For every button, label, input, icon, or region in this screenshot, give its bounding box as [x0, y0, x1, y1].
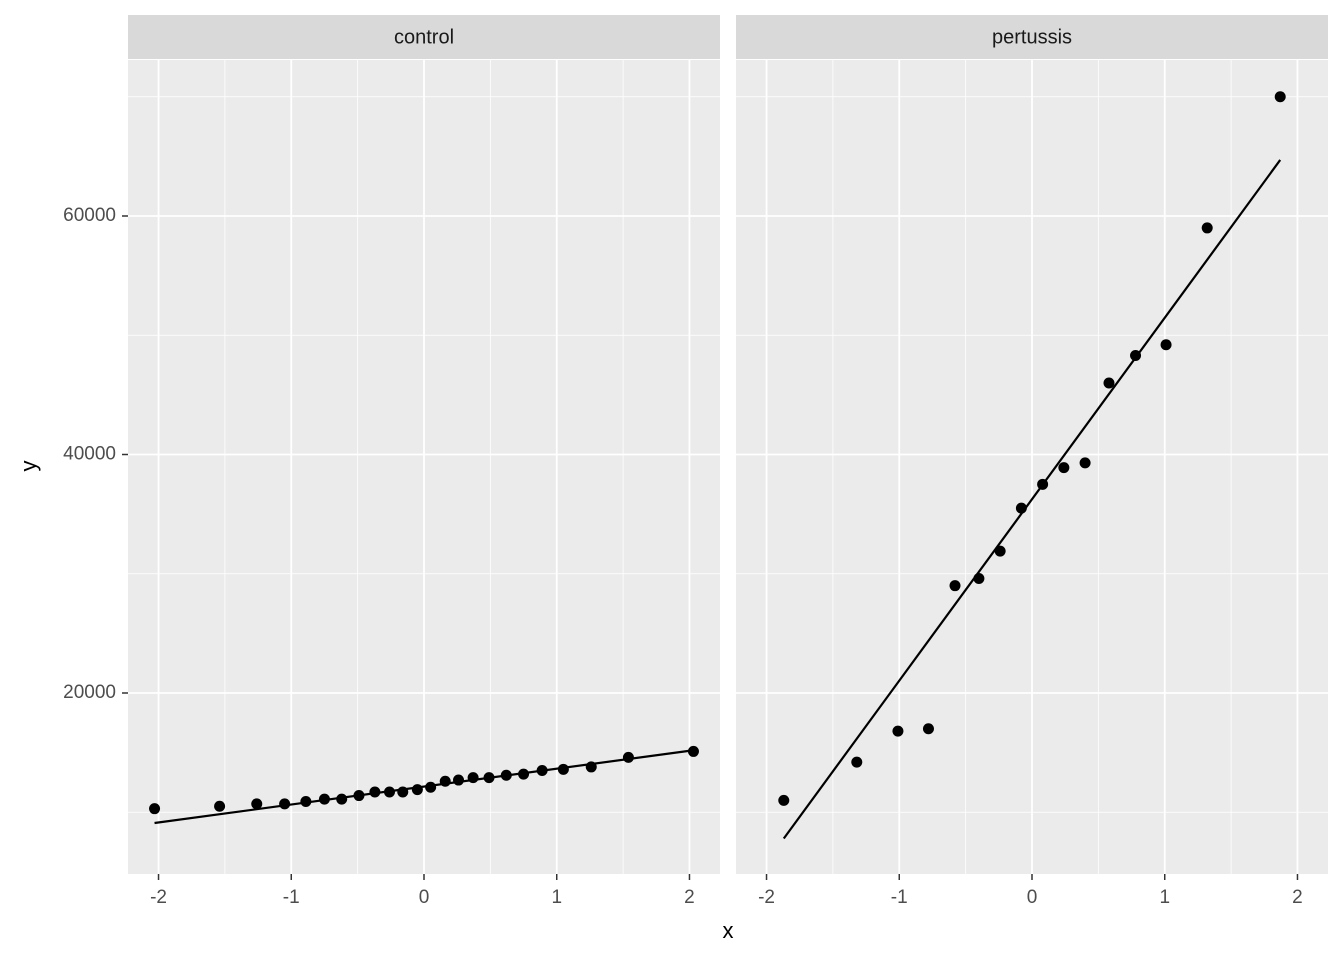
point	[622, 751, 634, 763]
x-tick-label: -1	[283, 887, 300, 908]
point	[251, 798, 263, 810]
x-tick-label: 1	[1159, 887, 1170, 908]
point	[425, 781, 437, 793]
point	[1058, 462, 1070, 474]
x-tick-label: -2	[758, 887, 775, 908]
x-tick-label: 0	[419, 887, 430, 908]
point	[300, 796, 312, 808]
point	[518, 768, 530, 780]
point	[585, 761, 597, 773]
point	[892, 725, 904, 737]
point	[467, 772, 479, 784]
point	[500, 769, 512, 781]
point	[687, 745, 699, 757]
strip-label: control	[394, 26, 454, 48]
point	[1103, 377, 1115, 389]
point	[411, 784, 423, 796]
strip	[736, 15, 1328, 59]
x-tick-label: 2	[1292, 887, 1303, 908]
fit-line	[154, 749, 694, 825]
point	[1201, 222, 1213, 234]
point	[949, 580, 961, 592]
x-tick-label: 2	[684, 887, 695, 908]
point	[318, 793, 330, 805]
point	[279, 798, 291, 810]
y-tick-label: 60000	[63, 205, 116, 226]
point	[557, 763, 569, 775]
point	[1079, 457, 1091, 469]
y-axis-label: y	[16, 461, 41, 472]
point	[1274, 91, 1286, 103]
point	[1130, 350, 1142, 362]
y-tick-label: 40000	[63, 444, 116, 465]
point	[994, 545, 1006, 557]
fit-line	[782, 159, 1282, 840]
point	[439, 775, 451, 787]
point	[1160, 339, 1172, 351]
x-axis-label: x	[723, 918, 734, 943]
point	[851, 756, 863, 768]
strip-label: pertussis	[992, 26, 1072, 48]
point	[453, 774, 465, 786]
point	[336, 793, 348, 805]
point	[973, 573, 985, 585]
point	[214, 800, 226, 812]
point	[397, 786, 409, 798]
point	[1015, 502, 1027, 514]
strip	[128, 15, 720, 59]
point	[483, 772, 495, 784]
x-tick-label: -2	[150, 887, 167, 908]
point	[383, 786, 395, 798]
point	[922, 723, 934, 735]
x-tick-label: 1	[551, 887, 562, 908]
x-tick-label: -1	[891, 887, 908, 908]
point	[369, 786, 381, 798]
point	[778, 794, 790, 806]
x-tick-label: 0	[1027, 887, 1038, 908]
point	[149, 803, 161, 815]
y-tick-label: 20000	[63, 682, 116, 703]
point	[536, 765, 548, 777]
point	[353, 790, 365, 802]
point	[1037, 478, 1049, 490]
